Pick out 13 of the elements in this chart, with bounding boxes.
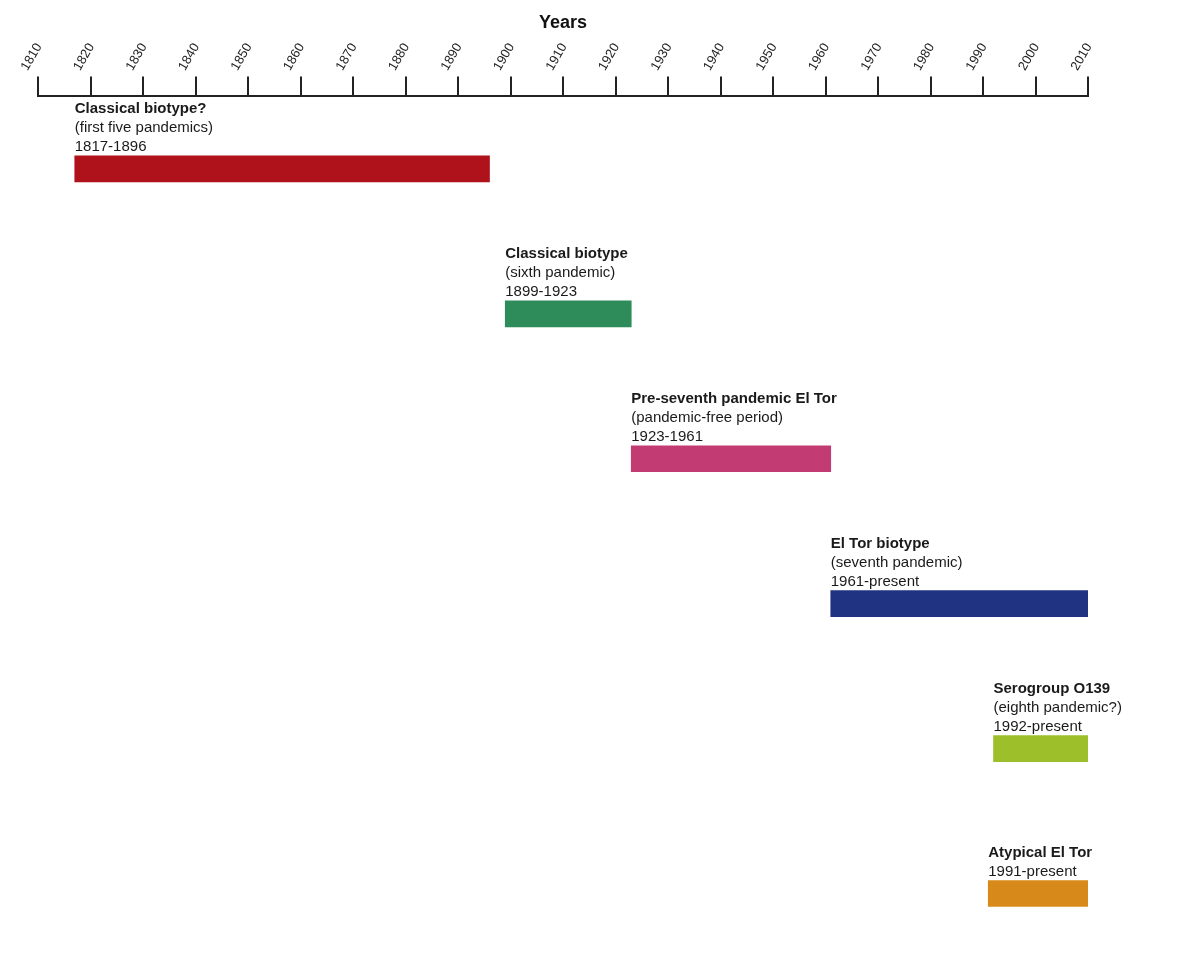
annotation: (eighth pandemic?) 1992-present [993, 697, 1122, 734]
y-tick-label: Serogroup O139 [993, 678, 1111, 696]
annotation: (seventh pandemic) 1961-present [830, 552, 963, 589]
annotation: 1991-present [988, 861, 1078, 879]
y-tick-label: Atypical El Tor [988, 842, 1093, 860]
y-tick-label: Classical biotype [505, 243, 628, 261]
annotation: (first five pandemics) 1817-1896 [74, 117, 214, 154]
annotation: (sixth pandemic) 1899-1923 [505, 262, 616, 299]
y-tick-label: El Tor biotype [830, 533, 930, 551]
y-tick-label: Pre-seventh pandemic El Tor [631, 388, 838, 406]
annotation: (pandemic-free period) 1923-1961 [631, 407, 783, 444]
x-axis-title: Years [538, 11, 588, 32]
y-tick-label: Classical biotype? [74, 98, 207, 116]
